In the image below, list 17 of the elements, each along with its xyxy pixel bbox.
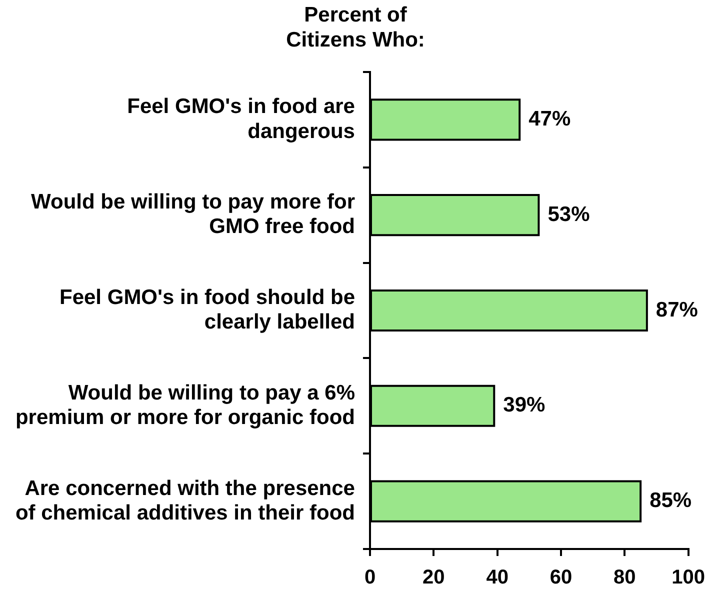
x-tick-label: 20 bbox=[422, 566, 445, 589]
y-tick-label: Are concerned with the presence of chemical additives in their food bbox=[15, 476, 355, 524]
x-tick-label: 100 bbox=[672, 566, 706, 589]
data-label: 53% bbox=[548, 202, 590, 226]
x-tick-label: 80 bbox=[614, 566, 636, 589]
y-tick-label: Would be willing to pay a 6% premium or more for organic food bbox=[15, 381, 356, 429]
x-tick-label: 0 bbox=[364, 566, 376, 589]
y-tick-label: Feel GMO's in food should be clearly labelled bbox=[60, 286, 355, 334]
x-tick-label: 40 bbox=[486, 566, 508, 589]
data-label: 87% bbox=[656, 298, 698, 322]
data-label: 85% bbox=[650, 489, 692, 512]
data-label: 47% bbox=[528, 107, 571, 130]
chart-title: Percent of Citizens Who: bbox=[286, 3, 425, 52]
x-tick-label: 60 bbox=[550, 566, 572, 589]
y-tick-label: Feel GMO's in food are dangerous bbox=[127, 95, 355, 143]
y-tick-label: Would be willing to pay more for GMO free food bbox=[31, 190, 355, 238]
data-label: 39% bbox=[503, 394, 546, 417]
